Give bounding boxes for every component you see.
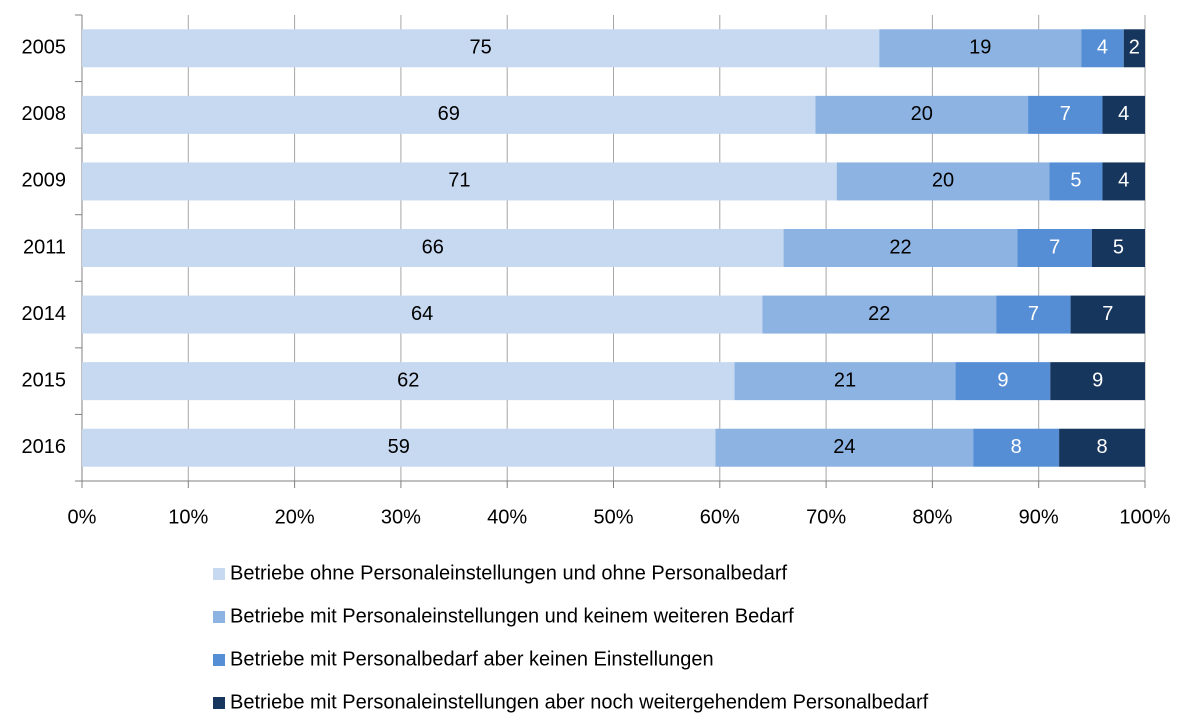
bar-segment	[715, 428, 974, 467]
value-label: 7	[1060, 103, 1071, 125]
bar-segment	[762, 295, 997, 334]
bar-segment	[82, 362, 735, 401]
bar-segment	[1102, 95, 1145, 134]
value-label: 9	[997, 369, 1008, 391]
value-label: 64	[411, 303, 433, 325]
value-label: 62	[397, 369, 419, 391]
x-tick-label: 40%	[487, 506, 527, 528]
bar-segment	[973, 428, 1060, 467]
value-label: 8	[1096, 436, 1107, 458]
value-label: 8	[1011, 436, 1022, 458]
bar-segment	[82, 29, 880, 68]
x-tick-label: 10%	[168, 506, 208, 528]
bar-segment	[1123, 29, 1145, 68]
y-tick-label: 2008	[22, 103, 67, 125]
bar-segment	[836, 162, 1050, 201]
bar-segment	[1049, 162, 1103, 201]
value-label: 20	[932, 170, 954, 192]
bar-segment	[815, 95, 1029, 134]
bar-segment	[82, 95, 816, 134]
value-label: 5	[1113, 236, 1124, 258]
value-label: 66	[422, 236, 444, 258]
bar-segment	[82, 295, 763, 334]
value-label: 9	[1092, 369, 1103, 391]
bar-segment	[1102, 162, 1145, 201]
value-label: 4	[1097, 37, 1108, 59]
bar-segment	[82, 428, 716, 467]
legend-swatch	[213, 697, 225, 709]
bar-segment	[1017, 229, 1092, 267]
value-label: 4	[1118, 103, 1129, 125]
value-label: 69	[438, 103, 460, 125]
value-label: 7	[1102, 303, 1113, 325]
bar-segment	[82, 229, 784, 267]
value-label: 75	[470, 37, 492, 59]
value-label: 19	[969, 37, 991, 59]
legend-swatch	[213, 611, 225, 623]
bar-segment	[82, 162, 837, 201]
bar-segment	[783, 229, 1018, 267]
x-tick-label: 100%	[1119, 506, 1170, 528]
legend-label: Betriebe mit Personaleinstellungen und k…	[230, 605, 794, 627]
bar-segment	[734, 362, 956, 401]
bar-segment	[1081, 29, 1124, 68]
bar-segment	[879, 29, 1082, 68]
x-tick-label: 20%	[275, 506, 315, 528]
x-tick-label: 0%	[68, 506, 97, 528]
x-tick-label: 90%	[1019, 506, 1059, 528]
value-label: 22	[868, 303, 890, 325]
value-label: 2	[1129, 37, 1140, 59]
value-label: 59	[388, 436, 410, 458]
value-label: 5	[1070, 170, 1081, 192]
bar-segment	[1070, 295, 1145, 334]
bar-segment	[1091, 229, 1145, 267]
bar-segment	[1028, 95, 1103, 134]
legend-label: Betriebe mit Personaleinstellungen aber …	[230, 691, 929, 713]
value-label: 7	[1049, 236, 1060, 258]
bar-segment	[1059, 428, 1145, 467]
value-label: 22	[889, 236, 911, 258]
y-tick-label: 2014	[22, 303, 67, 325]
bar-segment	[1050, 362, 1145, 401]
y-tick-label: 2005	[22, 37, 67, 59]
legend-label: Betriebe mit Personalbedarf aber keinen …	[230, 648, 714, 670]
y-tick-label: 2009	[22, 170, 67, 192]
x-tick-label: 60%	[700, 506, 740, 528]
y-tick-label: 2011	[23, 236, 66, 258]
value-label: 4	[1118, 170, 1129, 192]
value-label: 20	[911, 103, 933, 125]
x-tick-label: 80%	[912, 506, 952, 528]
y-tick-label: 2015	[22, 369, 67, 391]
value-label: 7	[1028, 303, 1039, 325]
bar-segment	[996, 295, 1071, 334]
value-label: 24	[833, 436, 855, 458]
x-tick-label: 30%	[381, 506, 421, 528]
x-tick-label: 70%	[806, 506, 846, 528]
value-label: 71	[448, 170, 470, 192]
legend-label: Betriebe ohne Personaleinstellungen und …	[230, 562, 788, 584]
legend-swatch	[213, 568, 225, 580]
y-tick-label: 2016	[22, 436, 67, 458]
x-tick-label: 50%	[593, 506, 633, 528]
legend-swatch	[213, 654, 225, 666]
bar-segment	[955, 362, 1051, 401]
value-label: 21	[834, 369, 856, 391]
